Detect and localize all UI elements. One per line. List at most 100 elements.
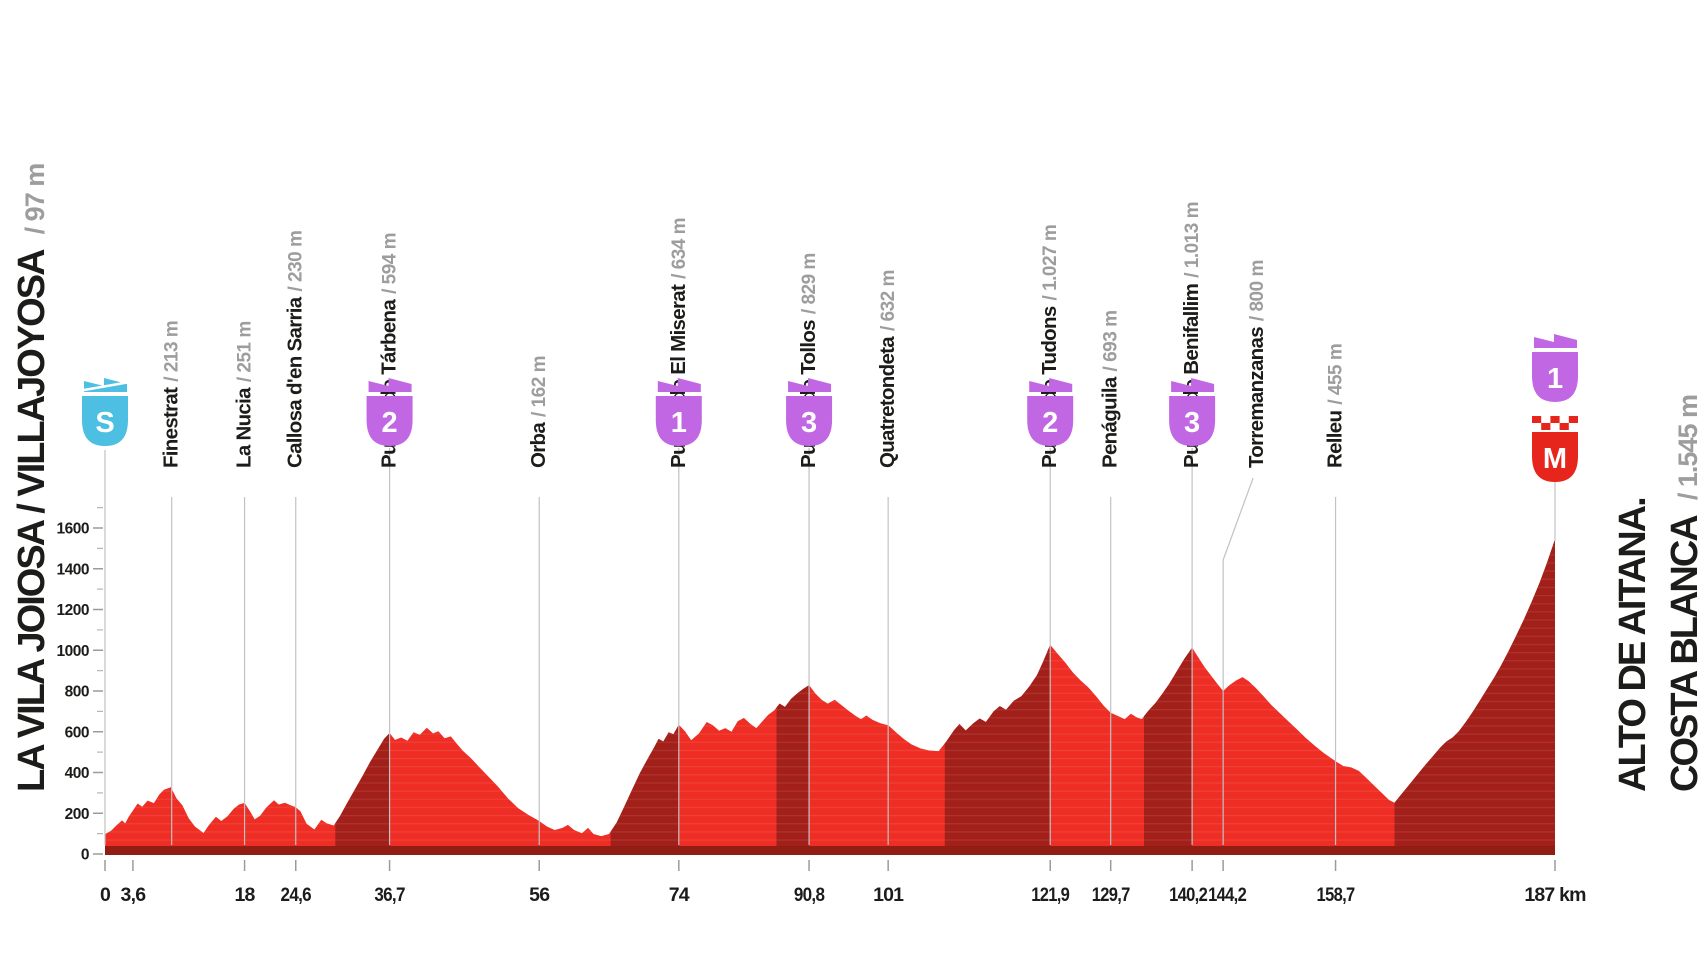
waypoint-name: Callosa d'en Sarria: [284, 296, 307, 468]
category-2-badge: 2: [366, 378, 413, 446]
y-axis-tick-label: 1600: [57, 521, 89, 538]
waypoint-label: Callosa d'en Sarria / 230 m: [284, 231, 307, 468]
badge-text: 3: [801, 407, 817, 439]
badge-text: 1: [1547, 363, 1563, 395]
badge-text: 3: [1184, 407, 1200, 439]
waypoint-altitude: / 1.027 m: [1040, 225, 1061, 301]
y-axis-tick-label: 600: [65, 724, 89, 741]
pennant-flag-icon: [368, 378, 412, 392]
y-axis-tick-label: 200: [65, 806, 89, 823]
checker-square: [1550, 416, 1560, 423]
badge-shield: [786, 396, 833, 446]
pennant-flag-icon: [657, 378, 701, 392]
x-axis-tick-label: 144,2: [1208, 884, 1247, 906]
pennant-flag-icon: [1534, 334, 1577, 348]
x-axis-tick-label: 90,8: [794, 884, 825, 906]
axes: 0 200 400 600 800 1000 1200 1400 1600 0 3,6 18 24,6 3…: [57, 507, 1587, 906]
x-axis-tick-label: 24,6: [281, 884, 312, 906]
waypoint-altitude: / 251 m: [235, 321, 256, 382]
x-axis-tick-label: 158,7: [1317, 884, 1355, 906]
badge-text: S: [95, 407, 114, 439]
waypoint-altitude: / 693 m: [1101, 311, 1122, 372]
waypoint-altitude: / 213 m: [162, 321, 183, 382]
badge-shield: [655, 396, 702, 446]
waypoint-label: Finestrat / 213 m: [160, 321, 183, 468]
waypoint-name: Penáguila: [1099, 376, 1122, 468]
x-axis-tick-label: 18: [235, 884, 256, 906]
category-3-badge: 3: [786, 378, 833, 446]
waypoint-altitude: / 1.013 m: [1182, 202, 1203, 278]
waypoint-gridlines: [104, 448, 1556, 845]
x-axis-tick-label: 140,2: [1169, 884, 1208, 906]
checker-square: [1532, 416, 1542, 423]
badge-shield: [82, 396, 128, 446]
y-axis-tick-label: 1200: [57, 602, 89, 619]
waypoint-connector-line: [1222, 477, 1254, 561]
waypoint-name: Quatretondeta: [876, 336, 899, 468]
waypoint-label: Penáguila / 693 m: [1099, 311, 1122, 468]
checker-square: [1568, 416, 1578, 423]
start-location-altitude: / 97 m: [20, 164, 50, 235]
badge-shield: [1027, 396, 1074, 446]
y-axis-tick-label: 800: [65, 684, 89, 701]
pennant-flag-icon: [788, 378, 832, 392]
waypoint-name: Orba: [527, 422, 550, 468]
finish-location-altitude: / 1.545 m: [1673, 395, 1703, 500]
x-axis-tick-label: 0: [100, 884, 111, 906]
badge-shield: [1532, 352, 1578, 402]
flag-stripe: [83, 381, 128, 392]
badge-text: 1: [671, 407, 687, 439]
waypoint-label: Relleu / 455 m: [1324, 344, 1347, 468]
badge-shield: [1532, 432, 1578, 482]
waypoint-labels: Finestrat / 213 m La Nucia / 251 m Callosa d…: [160, 202, 1347, 468]
waypoint-altitude: / 829 m: [799, 253, 820, 314]
finish-location-name-1: ALTO DE AITANA.: [1612, 498, 1654, 792]
waypoint-altitude: / 455 m: [1326, 344, 1347, 405]
category-1-badge: 1: [655, 378, 702, 446]
x-axis-tick-label: 101: [873, 884, 904, 906]
waypoint-name: Relleu: [1324, 411, 1347, 468]
waypoint-altitude: / 632 m: [878, 270, 899, 331]
waypoint-name: La Nucia: [233, 387, 256, 468]
waypoint-label: Torremanzanas / 800 m: [1245, 260, 1268, 468]
finish-category-badge: 1: [1532, 334, 1578, 402]
waypoint-altitude: / 162 m: [529, 356, 550, 417]
badges: S 2 1 3 2 3 1 M: [82, 334, 1578, 482]
category-2-badge: 2: [1027, 378, 1074, 446]
elevation-area: [105, 539, 1555, 855]
waypoint-altitude: / 634 m: [669, 218, 690, 279]
waypoint-altitude: / 800 m: [1247, 260, 1268, 321]
finish-location-title-line1: ALTO DE AITANA.: [1612, 498, 1654, 792]
waypoint-altitude: / 230 m: [286, 231, 307, 292]
y-axis-tick-label: 1000: [57, 643, 89, 660]
y-axis-tick-label: 0: [81, 847, 89, 864]
waypoint-label: Quatretondeta / 632 m: [876, 270, 899, 468]
pennant-flag-icon: [1171, 378, 1215, 392]
waypoint-name: Finestrat: [160, 387, 183, 468]
y-axis-tick-label: 1400: [57, 561, 89, 578]
waypoint-label: La Nucia / 251 m: [233, 321, 256, 468]
x-axis-tick-label: 36,7: [374, 884, 404, 906]
waypoint-altitude: / 594 m: [380, 233, 401, 294]
elevation-contour-stripes: [105, 539, 1555, 855]
badge-text: 2: [382, 407, 398, 439]
badge-text: M: [1543, 443, 1567, 475]
checker-square: [1559, 423, 1569, 430]
category-3-badge: 3: [1169, 378, 1216, 446]
y-axis-tick-label: 400: [65, 765, 89, 782]
badge-shield: [366, 396, 413, 446]
x-axis-tick-label: 3,6: [121, 884, 147, 906]
finish-location-name-2: COSTA BLANCA: [1664, 515, 1706, 792]
baseline-strip: [105, 846, 1555, 855]
start-location-title: LA VILA JOIOSA / VILLAJOYOSA / 97 m: [11, 164, 53, 792]
x-axis-tick-label: 129,7: [1092, 884, 1130, 906]
badge-shield: [1169, 396, 1216, 446]
start-location-name: LA VILA JOIOSA / VILLAJOYOSA: [11, 249, 53, 792]
x-axis-tick-label: 74: [669, 884, 690, 906]
pennant-flag-icon: [1029, 378, 1073, 392]
badge-text: 2: [1042, 407, 1058, 439]
x-axis-tick-label: 187 km: [1524, 884, 1586, 906]
waypoint-name: Torremanzanas: [1245, 327, 1268, 468]
